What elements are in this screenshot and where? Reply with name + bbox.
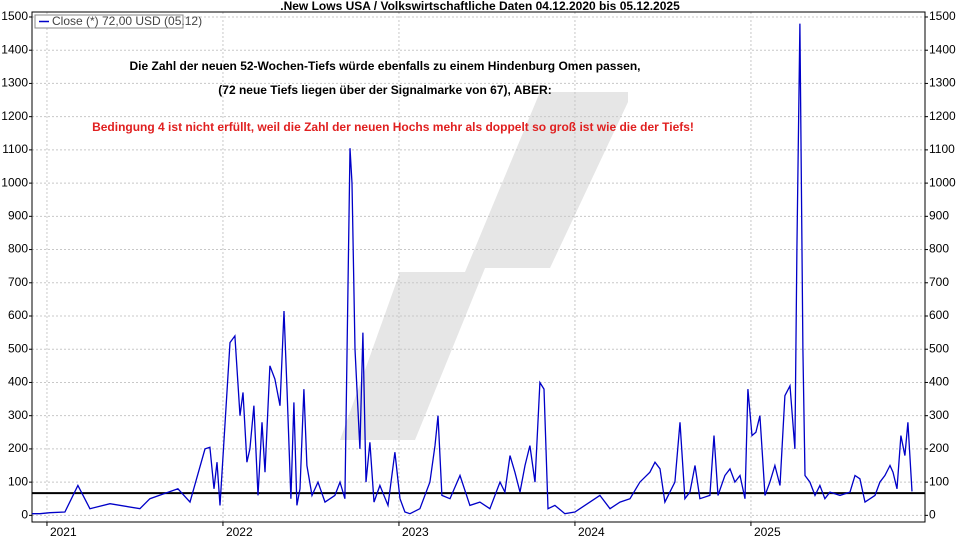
y2-tick-label: 1200: [929, 109, 956, 123]
y-tick-label: 1100: [2, 142, 28, 156]
plot-frame: [31, 11, 926, 523]
y2-tick-label: 200: [929, 441, 949, 455]
y2-tick-label: 600: [929, 308, 949, 322]
y-tick-label: 100: [8, 474, 28, 488]
y-tick-label: 800: [8, 242, 28, 256]
x-tick-label: 2021: [50, 525, 77, 539]
legend-label: Close (*) 72,00 USD (05.12): [52, 14, 202, 28]
y-tick-label: 300: [8, 408, 28, 422]
annotation: (72 neue Tiefs liegen über der Signalmar…: [218, 83, 551, 97]
y-tick-label: 1500: [1, 9, 28, 23]
y2-tick-label: 800: [929, 242, 949, 256]
y-tick-label: 600: [8, 308, 28, 322]
y-tick-label: 1400: [1, 42, 28, 56]
y2-tick-label: 900: [929, 209, 949, 223]
y-tick-label: 500: [8, 341, 28, 355]
y2-tick-label: 0: [929, 508, 936, 522]
watermark: [340, 92, 628, 440]
y2-tick-label: 700: [929, 275, 949, 289]
y-tick-label: 1000: [1, 175, 28, 189]
y-tick-label: 0: [21, 508, 28, 522]
data-line: [32, 23, 913, 515]
y2-tick-label: 1100: [929, 142, 955, 156]
y2-tick-label: 300: [929, 408, 949, 422]
x-tick-label: 2022: [226, 525, 253, 539]
chart-title: .New Lows USA / Volkswirtschaftliche Dat…: [280, 0, 680, 13]
y-tick-label: 1200: [1, 109, 28, 123]
y2-tick-label: 1000: [929, 175, 956, 189]
y2-tick-label: 500: [929, 341, 949, 355]
y-tick-label: 1300: [1, 76, 28, 90]
annotation: Die Zahl der neuen 52-Wochen-Tiefs würde…: [130, 59, 641, 73]
y2-tick-label: 400: [929, 375, 949, 389]
x-tick-label: 2024: [578, 525, 605, 539]
y-tick-label: 700: [8, 275, 28, 289]
annotation: Bedingung 4 ist nicht erfüllt, weil die …: [92, 120, 694, 134]
legend-box: [34, 14, 184, 29]
y2-tick-label: 1500: [929, 9, 956, 23]
x-tick-label: 2025: [754, 525, 781, 539]
y2-tick-label: 1300: [929, 76, 956, 90]
y-tick-label: 900: [8, 209, 28, 223]
y2-tick-label: 100: [929, 474, 949, 488]
y-tick-label: 200: [8, 441, 28, 455]
x-tick-label: 2023: [402, 525, 429, 539]
y-tick-label: 400: [8, 375, 28, 389]
y2-tick-label: 1400: [929, 42, 956, 56]
